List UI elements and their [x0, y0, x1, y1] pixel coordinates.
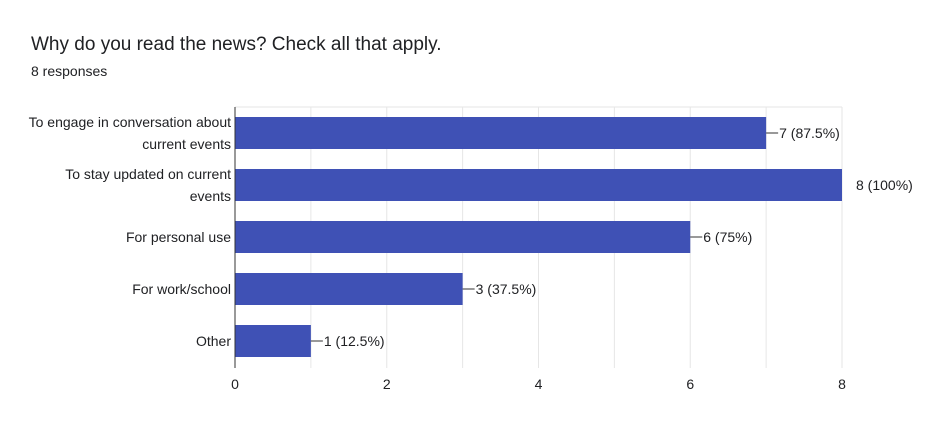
data-label: 1 (12.5%)	[324, 333, 385, 349]
x-tick-label: 6	[686, 376, 694, 392]
category-label: Other	[196, 333, 231, 349]
bar	[235, 117, 767, 149]
data-label: 6 (75%)	[703, 229, 752, 245]
data-label: 7 (87.5%)	[779, 125, 840, 141]
category-label: events	[190, 188, 231, 204]
bar	[235, 169, 842, 201]
data-label: 8 (100%)	[856, 177, 913, 193]
x-tick-label: 4	[535, 376, 543, 392]
bar	[235, 325, 311, 357]
category-label: For personal use	[126, 229, 231, 245]
x-tick-label: 8	[838, 376, 846, 392]
category-label: current events	[142, 136, 231, 152]
category-label: To engage in conversation about	[29, 114, 231, 130]
bar	[235, 273, 463, 305]
x-tick-label: 0	[231, 376, 239, 392]
x-tick-label: 2	[383, 376, 391, 392]
response-count: 8 responses	[31, 63, 108, 79]
category-label: For work/school	[132, 281, 231, 297]
data-label: 3 (37.5%)	[476, 281, 537, 297]
question-title: Why do you read the news? Check all that…	[31, 34, 442, 55]
category-label: To stay updated on current	[65, 166, 231, 182]
bar	[235, 221, 691, 253]
